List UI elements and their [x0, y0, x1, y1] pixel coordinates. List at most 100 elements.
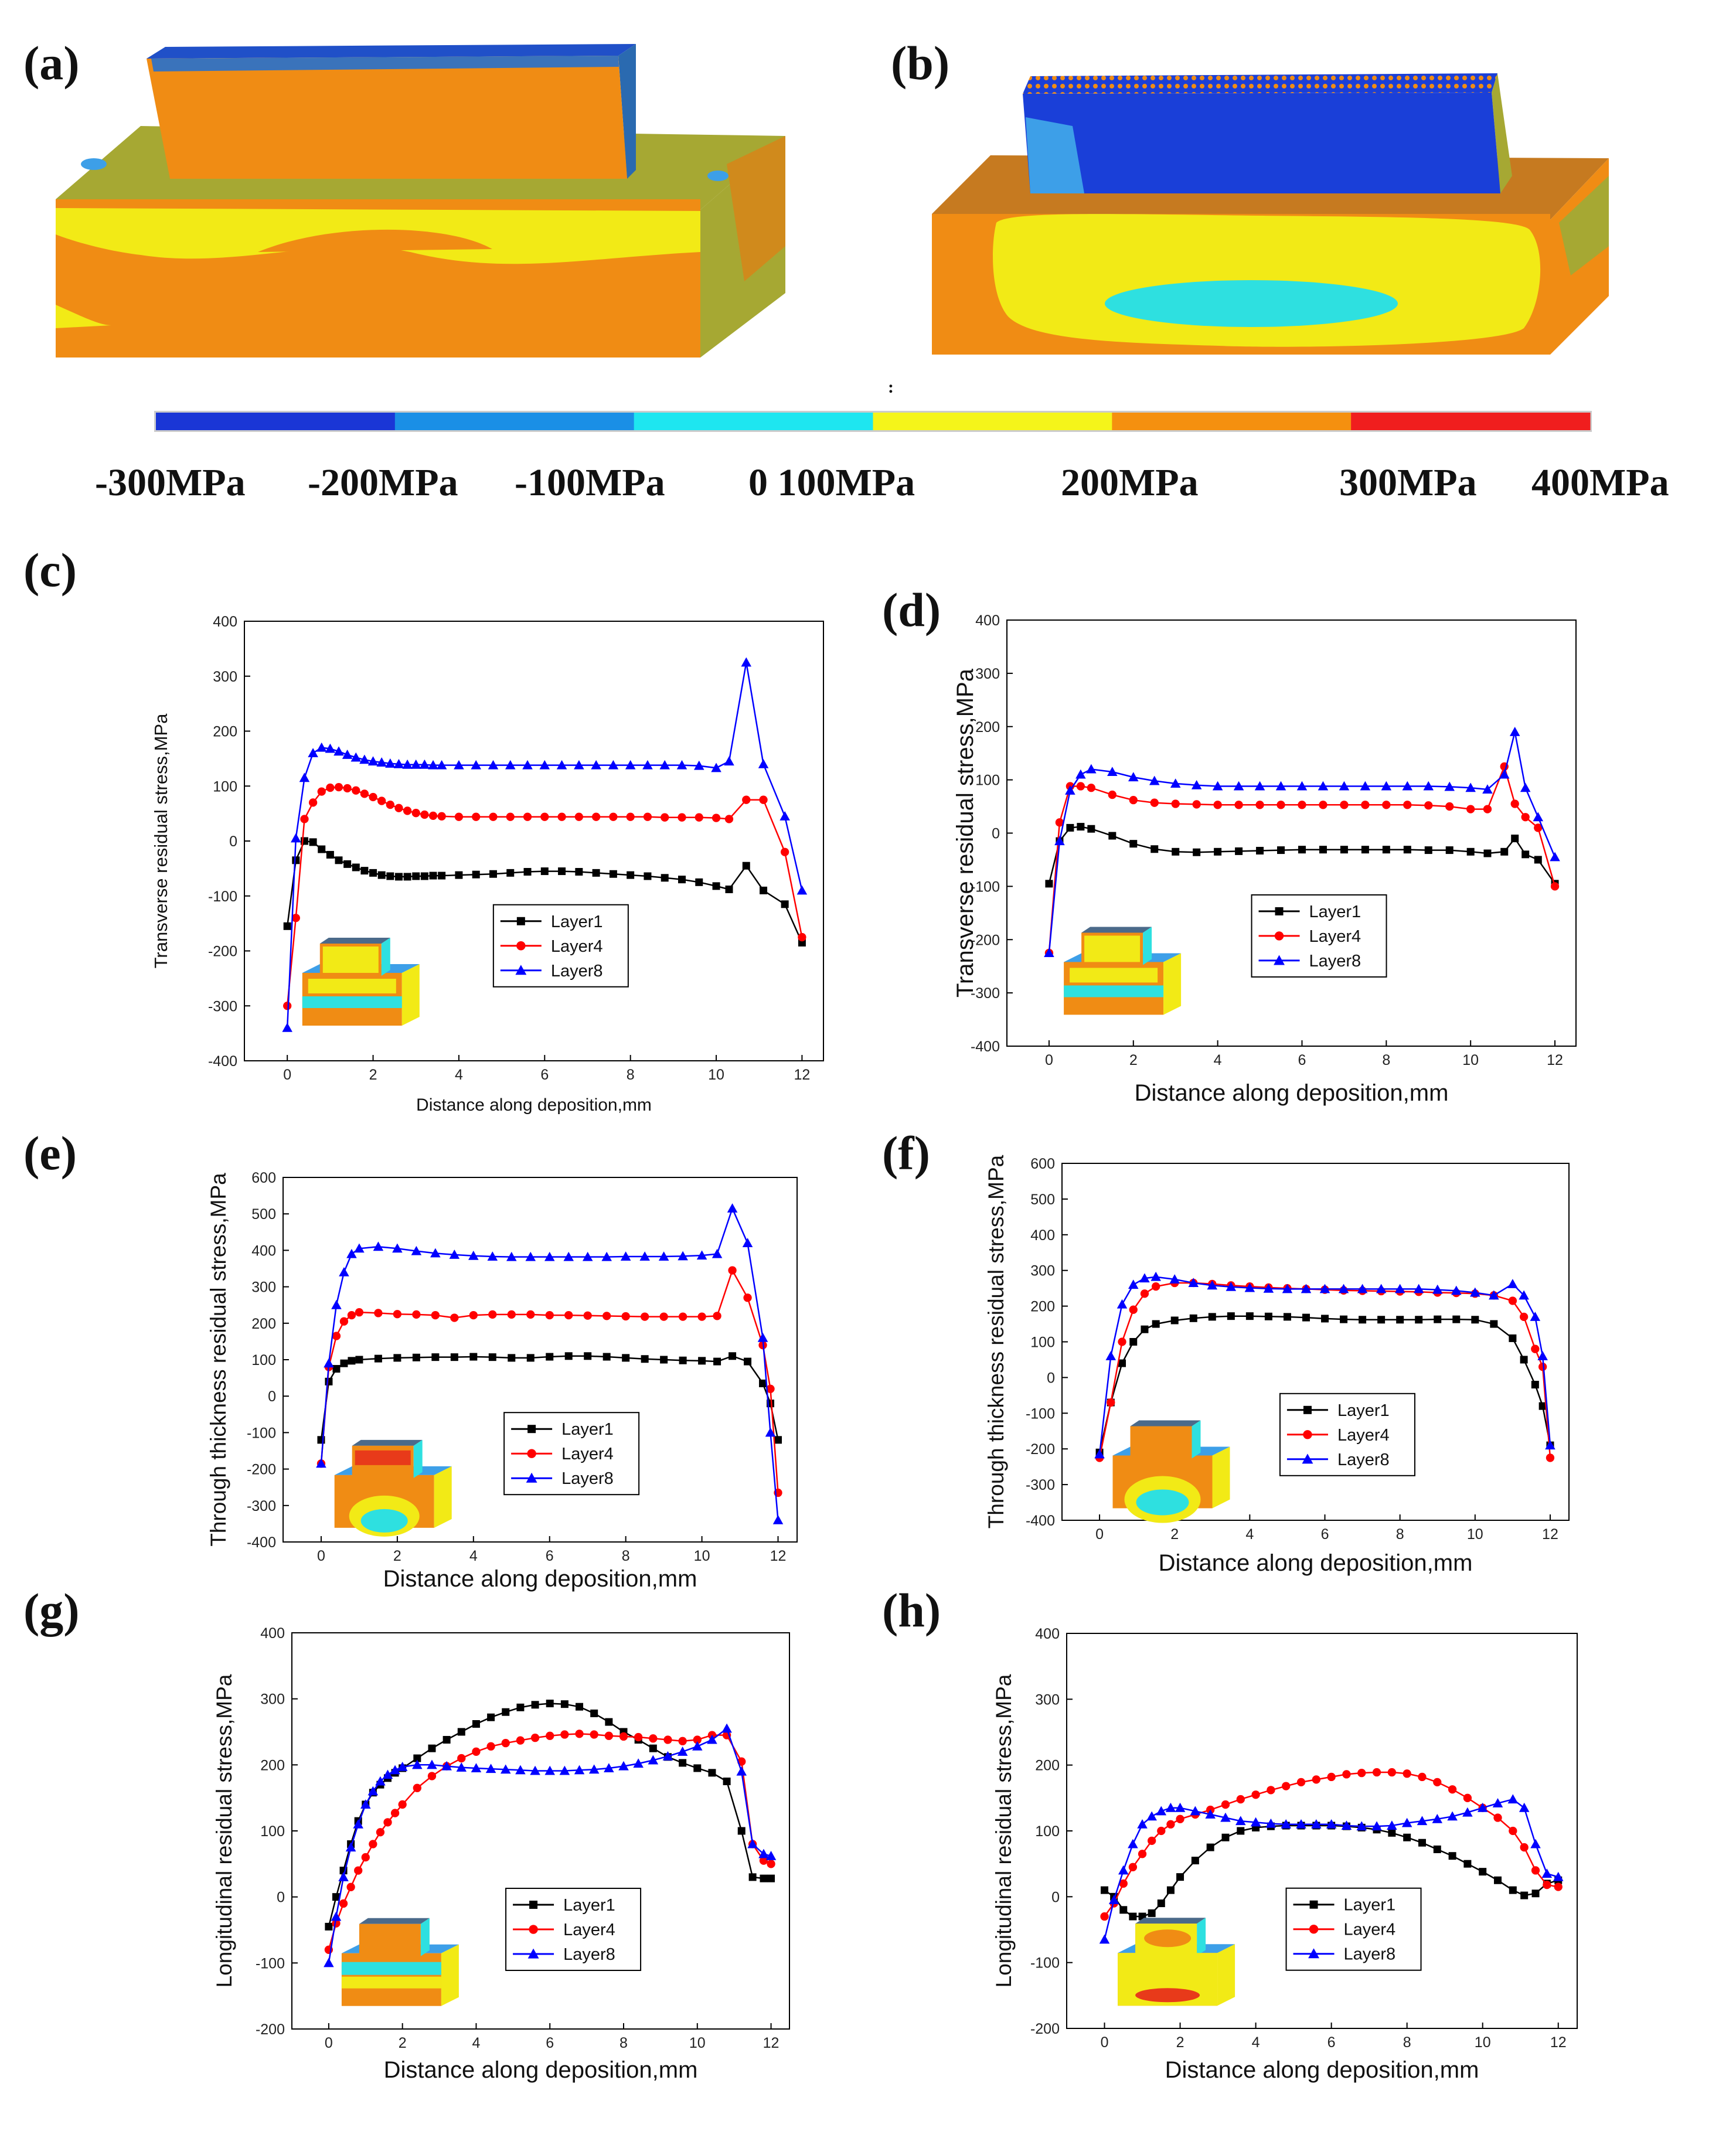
series-layer4: [316, 1266, 782, 1497]
data-point: [332, 1893, 340, 1901]
data-point: [1492, 1798, 1503, 1807]
data-point: [648, 1755, 659, 1765]
data-point: [1250, 1817, 1261, 1827]
y-tick-label: -100: [1030, 1955, 1060, 1972]
data-point: [530, 1733, 540, 1742]
data-point: [420, 872, 428, 880]
data-point: [367, 756, 379, 766]
data-point: [1493, 1813, 1502, 1822]
data-point: [662, 1751, 673, 1761]
data-point: [428, 760, 438, 770]
data-point: [471, 760, 481, 770]
y-tick-label: 400: [260, 1625, 285, 1642]
data-point: [1507, 1279, 1518, 1288]
legend-label: Layer1: [561, 1420, 614, 1439]
data-point: [1170, 778, 1181, 788]
data-point: [1530, 1839, 1541, 1848]
data-point: [1402, 781, 1413, 791]
data-point: [1537, 1351, 1548, 1360]
legend: Layer1 Layer4 Layer8: [1251, 894, 1387, 978]
data-point: [1490, 1320, 1498, 1328]
x-tick-label: 10: [689, 2035, 706, 2051]
legend-entry-layer8: Layer8: [1258, 952, 1361, 971]
data-point: [1309, 1925, 1319, 1934]
data-point: [1303, 1405, 1312, 1414]
data-point: [343, 860, 352, 868]
legend-label: Layer8: [561, 1469, 614, 1488]
data-point: [1087, 784, 1096, 792]
data-point: [394, 804, 403, 812]
data-point: [695, 813, 703, 822]
data-point: [1100, 1912, 1109, 1921]
data-point: [1226, 1281, 1237, 1291]
y-axis-label: Longitudinal residual stress,MPa: [992, 1674, 1016, 1987]
x-axis-label: Distance along deposition,mm: [1165, 2057, 1479, 2083]
data-point: [506, 869, 515, 877]
data-point: [1434, 1315, 1442, 1323]
data-point: [522, 760, 533, 770]
specimen-inset: [341, 1918, 459, 2006]
data-point: [712, 813, 721, 822]
x-tick-label: 2: [393, 1548, 401, 1564]
x-tick-label: 0: [317, 1548, 325, 1564]
data-point: [1545, 1440, 1555, 1450]
data-point: [1538, 1362, 1547, 1371]
y-tick-label: -200: [247, 1462, 276, 1478]
x-tick-label: 12: [794, 1067, 811, 1083]
data-point: [1128, 1863, 1138, 1871]
series-layer4: [1100, 1768, 1563, 1921]
data-point: [454, 760, 464, 770]
data-point: [367, 1786, 379, 1796]
data-point: [678, 1737, 687, 1745]
data-point: [591, 812, 601, 821]
data-point: [1433, 1845, 1441, 1853]
y-tick-label: -200: [256, 2021, 285, 2038]
data-point: [774, 1436, 782, 1444]
y-tick-label: 600: [1030, 1156, 1055, 1172]
x-tick-label: 6: [546, 2035, 554, 2051]
x-tick-label: 6: [546, 1548, 554, 1564]
data-point: [1189, 1314, 1197, 1322]
data-point: [527, 1449, 536, 1458]
x-tick-label: 8: [627, 1067, 635, 1083]
data-point: [1550, 852, 1560, 862]
data-point: [469, 1353, 478, 1361]
data-point: [1533, 812, 1544, 822]
data-point: [678, 1312, 687, 1321]
specimen-inset: [302, 938, 420, 1026]
data-point: [352, 786, 360, 795]
y-axis-label: Transverse residual stress,MPa: [151, 713, 171, 968]
data-point: [1534, 823, 1543, 832]
x-tick-label: 6: [540, 1067, 549, 1083]
data-point: [488, 1310, 497, 1319]
data-point: [1213, 801, 1222, 809]
x-axis-label: Distance along deposition,mm: [416, 1095, 652, 1115]
data-point: [468, 1250, 479, 1260]
data-point: [780, 847, 789, 856]
data-point: [1553, 1871, 1564, 1881]
data-point: [383, 1818, 392, 1827]
x-tick-label: 10: [694, 1548, 710, 1564]
data-point: [1172, 847, 1180, 856]
legend-label: Layer4: [551, 937, 603, 956]
data-point: [430, 1248, 441, 1258]
data-point: [620, 1251, 631, 1261]
data-point: [441, 1761, 452, 1771]
data-point: [1277, 801, 1285, 809]
legend-entry-layer8: Layer8: [1286, 1451, 1390, 1469]
data-point: [403, 806, 412, 815]
data-point: [698, 1357, 706, 1365]
data-point: [472, 1720, 480, 1728]
y-tick-label: -100: [256, 1955, 285, 1972]
y-tick-label: 100: [213, 778, 237, 795]
legend: Layer1 Layer4 Layer8: [1285, 1887, 1422, 1971]
data-point: [469, 1310, 478, 1320]
data-point: [1206, 1843, 1214, 1851]
data-point: [1534, 856, 1542, 864]
data-point: [457, 1728, 465, 1736]
data-point: [1129, 1338, 1138, 1346]
data-point: [350, 752, 362, 762]
data-point: [712, 882, 720, 890]
data-point: [527, 1425, 536, 1434]
x-tick-label: 12: [1547, 1052, 1563, 1068]
